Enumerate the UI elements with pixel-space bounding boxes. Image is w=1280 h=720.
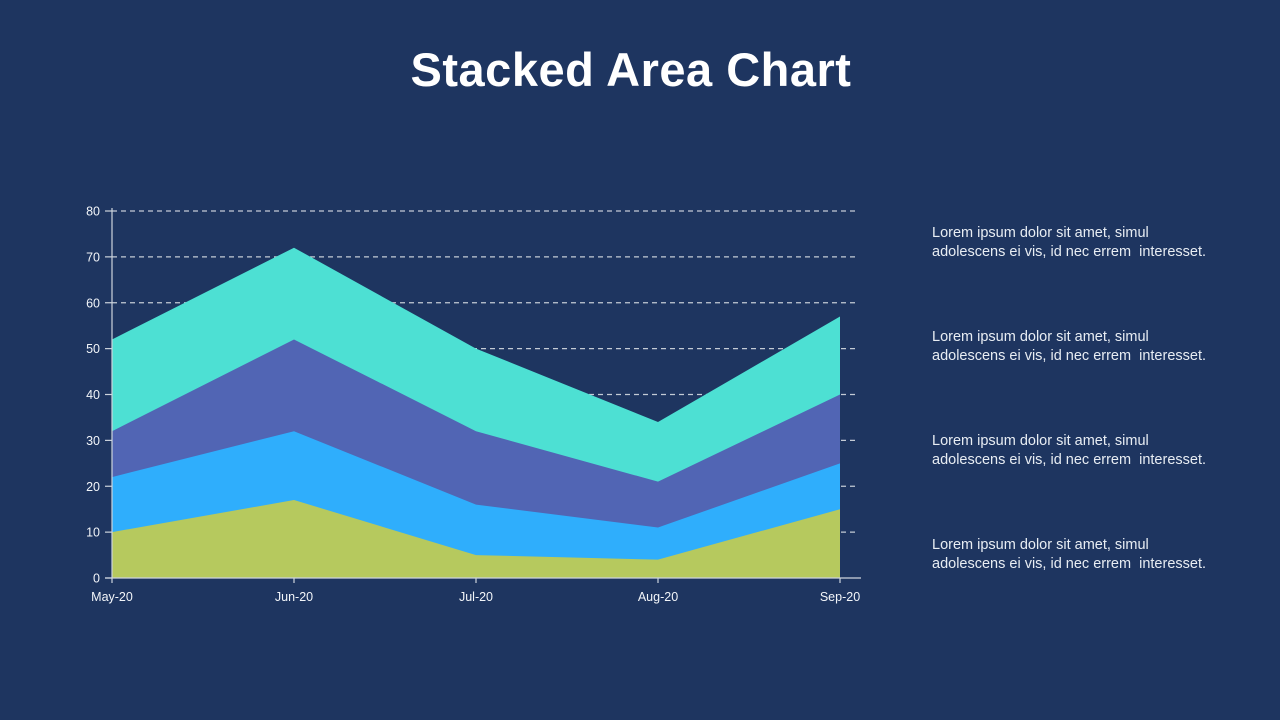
description-line-2: adolescens ei vis, id nec errem interess… (932, 452, 1207, 468)
y-tick-label: 80 (86, 205, 100, 219)
y-tick-label: 70 (86, 250, 100, 264)
x-tick-label: Jun-20 (275, 590, 313, 604)
description-line-2: adolescens ei vis, id nec errem interess… (932, 556, 1207, 572)
description-text: Lorem ipsum dolor sit amet, simul adoles… (932, 224, 1232, 262)
description-line-1: Lorem ipsum dolor sit amet, simul (932, 537, 1149, 553)
description-text: Lorem ipsum dolor sit amet, simul adoles… (932, 536, 1232, 574)
x-tick-label: Jul-20 (459, 590, 493, 604)
x-tick-label: Sep-20 (820, 590, 860, 604)
y-tick-label: 50 (86, 342, 100, 356)
description-line-1: Lorem ipsum dolor sit amet, simul (932, 433, 1149, 449)
slide-title: Stacked Area Chart (410, 43, 852, 96)
description-line-1: Lorem ipsum dolor sit amet, simul (932, 329, 1149, 345)
area-series-1-green (112, 500, 840, 578)
y-tick-label: 60 (86, 296, 100, 310)
y-tick-label: 0 (93, 572, 100, 586)
description-line-1: Lorem ipsum dolor sit amet, simul (932, 225, 1149, 241)
x-tick-label: Aug-20 (638, 590, 678, 604)
description-text: Lorem ipsum dolor sit amet, simul adoles… (932, 432, 1232, 470)
y-tick-label: 20 (86, 480, 100, 494)
x-tick-label: May-20 (91, 590, 133, 604)
y-tick-label: 40 (86, 388, 100, 402)
description-text: Lorem ipsum dolor sit amet, simul adoles… (932, 328, 1232, 366)
description-line-2: adolescens ei vis, id nec errem interess… (932, 244, 1207, 260)
y-tick-label: 30 (86, 434, 100, 448)
description-line-2: adolescens ei vis, id nec errem interess… (932, 348, 1207, 364)
y-tick-label: 10 (86, 526, 100, 540)
